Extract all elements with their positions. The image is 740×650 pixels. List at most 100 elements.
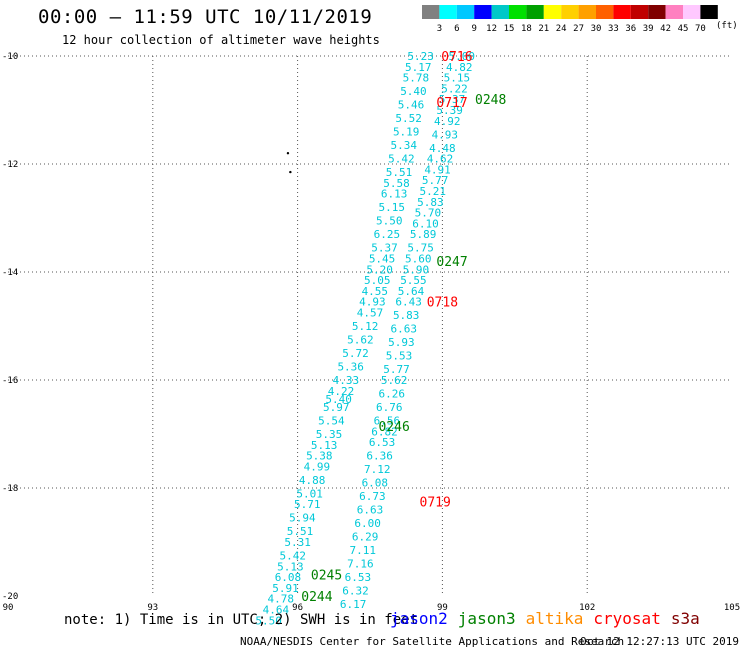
swh-value-label: 4.55	[362, 285, 389, 298]
swh-value-label: 6.26	[378, 388, 405, 401]
swh-value-label: 5.97	[323, 401, 350, 414]
swh-value-label: 5.12	[352, 320, 379, 333]
swh-value-label: 5.72	[342, 347, 369, 360]
color-scale-label: 18	[521, 24, 532, 34]
swh-value-label: 4.22	[328, 385, 355, 398]
satellite-legend-item: s3a	[670, 609, 700, 628]
swh-value-label: 5.64	[398, 285, 425, 298]
pass-time-label: 0247	[436, 255, 467, 270]
swh-value-label: 6.17	[340, 598, 367, 611]
swh-value-label: 6.53	[369, 436, 396, 449]
swh-value-label: 6.10	[412, 217, 439, 230]
color-swatch	[526, 5, 544, 19]
swh-value-label: 4.92	[434, 115, 461, 128]
swh-value-label: 6.13	[381, 188, 408, 201]
pass-time-label: 0248	[475, 93, 506, 108]
swh-value-label: 5.77	[422, 174, 449, 187]
swh-value-label: 6.73	[359, 490, 386, 503]
color-swatch	[456, 5, 475, 19]
swh-value-label: 6.36	[366, 450, 393, 463]
swh-value-label: 4.82	[446, 61, 473, 74]
swh-value-label: 5.50	[376, 215, 403, 228]
x-tick-label: 105	[724, 603, 740, 613]
y-tick-label: -14	[2, 268, 18, 278]
pass-time-label: 0718	[427, 296, 458, 311]
swh-value-label: 7.12	[364, 463, 391, 476]
swh-value-label: 5.01	[296, 487, 323, 500]
swh-value-label: 6.32	[342, 585, 369, 598]
color-scale-label: 9	[471, 24, 476, 34]
swh-value-label: 5.83	[393, 309, 420, 322]
color-swatch	[422, 5, 440, 19]
swh-value-label: 6.63	[357, 504, 384, 517]
pass-time-label: 0717	[436, 96, 467, 111]
color-scale-label: 12	[486, 24, 497, 34]
swh-value-label: 5.15	[444, 72, 471, 85]
swh-value-label: 7.16	[347, 558, 374, 571]
color-swatch	[648, 5, 666, 19]
color-swatch	[491, 5, 509, 19]
swh-value-label: 4.62	[427, 153, 454, 166]
x-tick-label: 96	[292, 603, 303, 613]
swh-value-label: 5.19	[393, 126, 420, 139]
swh-value-label: 5.54	[318, 415, 345, 428]
swh-value-label: 5.62	[381, 374, 408, 387]
swh-value-label: 5.89	[410, 228, 437, 241]
swh-value-label: 5.42	[388, 153, 415, 166]
color-swatch	[596, 5, 614, 19]
swh-value-label: 5.75	[407, 242, 434, 255]
swh-value-label: 5.60	[405, 253, 432, 266]
satellite-legend-item: jason3	[457, 609, 516, 628]
swh-value-label: 6.82	[371, 425, 398, 438]
color-swatch	[683, 5, 701, 19]
swh-value-label: 6.29	[352, 531, 379, 544]
swh-value-label: 5.78	[403, 72, 430, 85]
color-swatch	[439, 5, 457, 19]
swh-value-label: 6.56	[374, 415, 401, 428]
swh-value-label: 5.42	[280, 550, 307, 563]
chart-subtitle: 12 hour collection of altimeter wave hei…	[62, 33, 380, 47]
color-swatch	[509, 5, 527, 19]
pass-time-label: 0244	[301, 590, 332, 605]
color-swatch	[630, 5, 649, 19]
swh-value-label: 5.22	[441, 82, 468, 95]
swh-value-label: 5.52	[395, 112, 422, 125]
color-swatch	[561, 5, 579, 19]
swh-value-label: 5.46	[398, 99, 425, 112]
y-tick-label: -16	[2, 376, 18, 386]
swh-value-label: 5.70	[415, 207, 442, 220]
color-scale-label: 30	[591, 24, 602, 34]
swh-value-label: 6.43	[395, 296, 422, 309]
swh-value-label: 5.90	[403, 263, 430, 276]
pass-time-label: 0716	[441, 50, 472, 65]
swh-value-label: 6.76	[376, 401, 403, 414]
swh-value-label: 6.00	[354, 517, 381, 530]
color-scale-unit: (ft)	[716, 21, 738, 31]
swh-value-label: 5.31	[284, 536, 311, 549]
x-tick-label: 99	[437, 603, 448, 613]
swh-value-label: 5.83	[417, 196, 444, 209]
note-text: note: 1) Time is in UTC; 2) SWH is in fe…	[64, 612, 419, 628]
satellite-legend: jason2 jason3 altika cryosat s3a	[390, 609, 710, 628]
swh-value-label: 5.51	[386, 166, 413, 179]
swh-value-label: 6.63	[391, 323, 418, 336]
swh-value-label: 5.13	[277, 560, 304, 573]
island-marker	[286, 152, 290, 155]
color-scale-label: 42	[660, 24, 671, 34]
color-scale-label: 70	[695, 24, 706, 34]
swh-value-label: 5.77	[383, 363, 410, 376]
swh-value-label: 5.13	[311, 439, 338, 452]
color-scale-label: 36	[625, 24, 636, 34]
swh-value-label: 5.37	[439, 93, 466, 106]
y-tick-label: -12	[2, 160, 18, 170]
swh-value-label: 5.20	[366, 263, 393, 276]
color-scale-legend: 3 6 9 12 15 18 21 24 27 30 33 36 39 42 45 70	[422, 5, 718, 34]
swh-value-label: 4.57	[357, 307, 384, 320]
swh-value-label: 5.15	[378, 201, 405, 214]
swh-value-label: 5.40	[325, 393, 352, 406]
y-tick-label: -20	[2, 592, 18, 602]
pass-time-label: 0245	[311, 568, 342, 583]
credit-text: NOAA/NESDIS Center for Satellite Applica…	[240, 635, 625, 648]
swh-value-label: 4.33	[333, 374, 360, 387]
swh-value-label: 4.78	[267, 593, 294, 606]
